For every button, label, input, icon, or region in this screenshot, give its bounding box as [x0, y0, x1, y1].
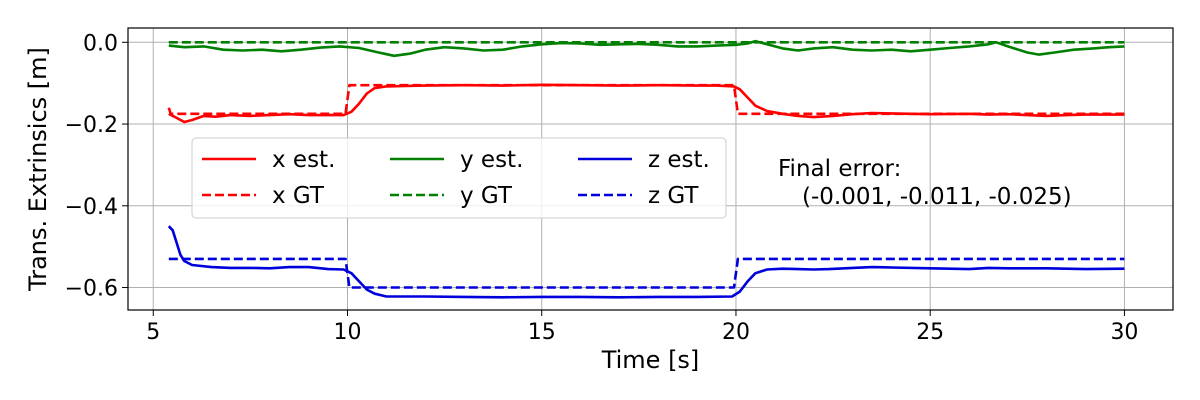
x-tick-label: 20 — [722, 320, 750, 345]
x-axis-title: Time [s] — [601, 346, 700, 374]
axis-ticks: 5 10 15 20 25 30 0.0 −0.2 −0.4 −0.6 — [65, 31, 1139, 345]
series-y-est-line — [168, 39, 1125, 58]
final-error-annotation: Final error: (-0.001, -0.011, -0.025) — [778, 156, 1072, 210]
legend-label: x GT — [272, 183, 325, 209]
y-axis-title: Trans. Extrinsics [m] — [24, 47, 52, 292]
series-z-est-line — [167, 225, 1125, 299]
legend-label: x est. — [272, 147, 335, 173]
plot-series — [167, 39, 1125, 299]
x-tick-label: 10 — [333, 320, 361, 345]
x-tick-label: 25 — [916, 320, 944, 345]
annotation-line-2: (-0.001, -0.011, -0.025) — [802, 184, 1072, 210]
y-tick-label: −0.2 — [65, 113, 118, 138]
y-tick-label: −0.4 — [65, 195, 118, 220]
x-tick-label: 30 — [1110, 320, 1138, 345]
y-tick-label: −0.6 — [65, 277, 118, 302]
legend: x est. x GT y est. y GT z est. z GT — [191, 137, 727, 219]
series-x-gt-line — [167, 83, 1125, 116]
legend-label: y GT — [460, 183, 513, 209]
series-z-gt-line — [168, 257, 1125, 289]
annotation-line-1: Final error: — [778, 156, 901, 182]
legend-label: y est. — [460, 147, 523, 173]
legend-label: z GT — [648, 183, 699, 209]
x-tick-label: 5 — [146, 320, 160, 345]
x-tick-label: 15 — [528, 320, 556, 345]
legend-label: z est. — [648, 147, 710, 173]
plot-frame — [127, 27, 1174, 311]
y-tick-label: 0.0 — [83, 31, 118, 56]
